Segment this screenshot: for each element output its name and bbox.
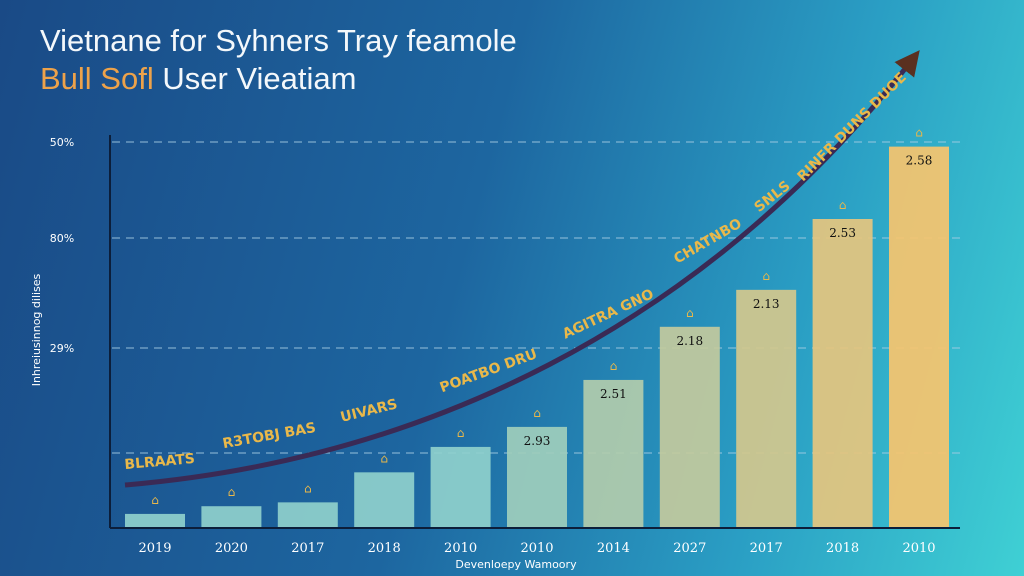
- trend-annotation: R3TOBJ BAS: [221, 420, 317, 452]
- x-tick-label: 2017: [750, 541, 783, 556]
- y-axis-label: Inhreiusinnog dilises: [30, 273, 43, 386]
- x-tick-label: 2017: [291, 541, 324, 556]
- bar: [736, 289, 797, 527]
- bar: [812, 219, 873, 527]
- data-label: 2.53: [829, 226, 856, 240]
- title-highlight: Bull Sofl: [40, 61, 154, 96]
- bar-icon: ⌂: [457, 426, 465, 440]
- trend-annotation: UIVARS: [339, 396, 399, 426]
- y-tick-label: 50%: [50, 136, 74, 149]
- bar: [201, 506, 262, 527]
- bar-icon: ⌂: [533, 406, 541, 420]
- trend-arrow: [124, 50, 920, 488]
- bar-icon: ⌂: [610, 359, 618, 373]
- bar: [507, 426, 567, 527]
- bar: [277, 502, 338, 527]
- title-rest: User Vieatiam: [162, 61, 357, 96]
- title-line2: Bull Sofl User Vieatiam: [40, 60, 517, 98]
- data-label: 2.18: [676, 334, 703, 348]
- data-label: 2.13: [753, 297, 780, 311]
- x-tick-label: 2014: [597, 541, 630, 556]
- x-tick-label: 2010: [444, 541, 477, 556]
- bar: [889, 146, 949, 527]
- x-axis-label: Devenloepy Wamoory: [455, 558, 577, 571]
- x-tick-label: 2010: [902, 541, 935, 556]
- title-line1: Vietnane for Syhners Tray feamole: [40, 23, 517, 58]
- bar-icon: ⌂: [686, 306, 694, 320]
- bar-icon: ⌂: [380, 451, 388, 465]
- bar: [354, 472, 415, 527]
- y-tick-label: 29%: [50, 342, 74, 355]
- bar-icon: ⌂: [228, 485, 236, 499]
- trend-annotation: POATBO DRU: [438, 346, 540, 396]
- trend-annotation: BLRAATS: [124, 451, 196, 473]
- x-tick-label: 2018: [826, 541, 859, 556]
- data-label: 2.93: [524, 434, 551, 448]
- bar-icon: ⌂: [304, 481, 312, 495]
- x-tick-label: 2020: [215, 541, 248, 556]
- chart-title: Vietnane for Syhners Tray feamole Bull S…: [40, 22, 517, 98]
- x-tick-label: 2010: [520, 541, 553, 556]
- y-tick-label: 80%: [50, 232, 74, 245]
- bar: [430, 446, 491, 527]
- x-tick-label: 2019: [138, 541, 171, 556]
- data-label: 2.58: [906, 154, 933, 168]
- bar-icon: ⌂: [839, 198, 847, 212]
- x-tick-label: 2027: [673, 541, 706, 556]
- bar: [583, 379, 644, 527]
- bar: [125, 513, 185, 527]
- bar-icon: ⌂: [915, 126, 923, 140]
- data-label: 2.51: [600, 387, 627, 401]
- bar-icon: ⌂: [762, 269, 770, 283]
- bar: [659, 326, 720, 527]
- x-tick-label: 2018: [368, 541, 401, 556]
- bar-icon: ⌂: [151, 493, 159, 507]
